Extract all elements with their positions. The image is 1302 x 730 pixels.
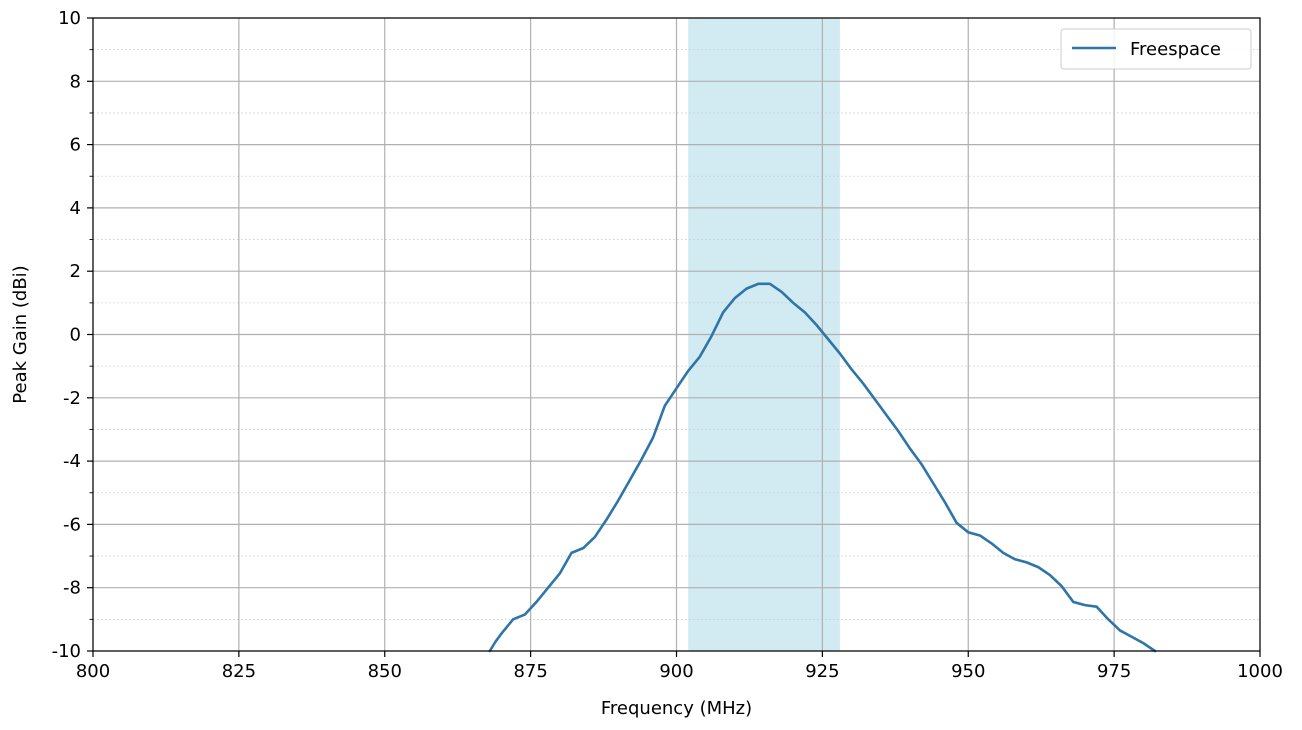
legend-label-freespace: Freespace — [1130, 39, 1221, 60]
y-tick-label: -8 — [63, 578, 81, 599]
y-tick-label: 4 — [70, 198, 81, 219]
x-axis-label: Frequency (MHz) — [601, 698, 752, 719]
y-tick-label: 6 — [70, 135, 81, 156]
y-tick-label: -2 — [63, 388, 81, 409]
x-tick-label: 925 — [805, 661, 839, 682]
x-tick-label: 800 — [76, 661, 110, 682]
series-layer — [488, 282, 1157, 653]
legend: Freespace — [1060, 28, 1252, 70]
x-tick-label: 950 — [951, 661, 985, 682]
series-line-freespace — [488, 282, 1157, 653]
legend-box — [1060, 28, 1252, 70]
x-tick-label: 975 — [1097, 661, 1131, 682]
x-tick-label: 825 — [222, 661, 256, 682]
y-axis-label: Peak Gain (dBi) — [10, 265, 31, 403]
x-tick-label: 850 — [368, 661, 402, 682]
x-tick-label: 1000 — [1237, 661, 1283, 682]
y-tick-label: -6 — [63, 514, 81, 535]
x-tick-label: 900 — [659, 661, 693, 682]
y-tick-label: -4 — [63, 451, 81, 472]
y-tick-label: 10 — [58, 8, 81, 29]
y-tick-label: 8 — [70, 71, 81, 92]
x-tick-label: 875 — [513, 661, 547, 682]
y-tick-label: 0 — [70, 325, 81, 346]
tick-layer: 800 825 850 875 900 925 950 975 1000 -10 -8 -6 -4 -2 0… — [52, 8, 1283, 682]
y-tick-label: 2 — [70, 261, 81, 282]
y-tick-label: -10 — [52, 641, 81, 662]
